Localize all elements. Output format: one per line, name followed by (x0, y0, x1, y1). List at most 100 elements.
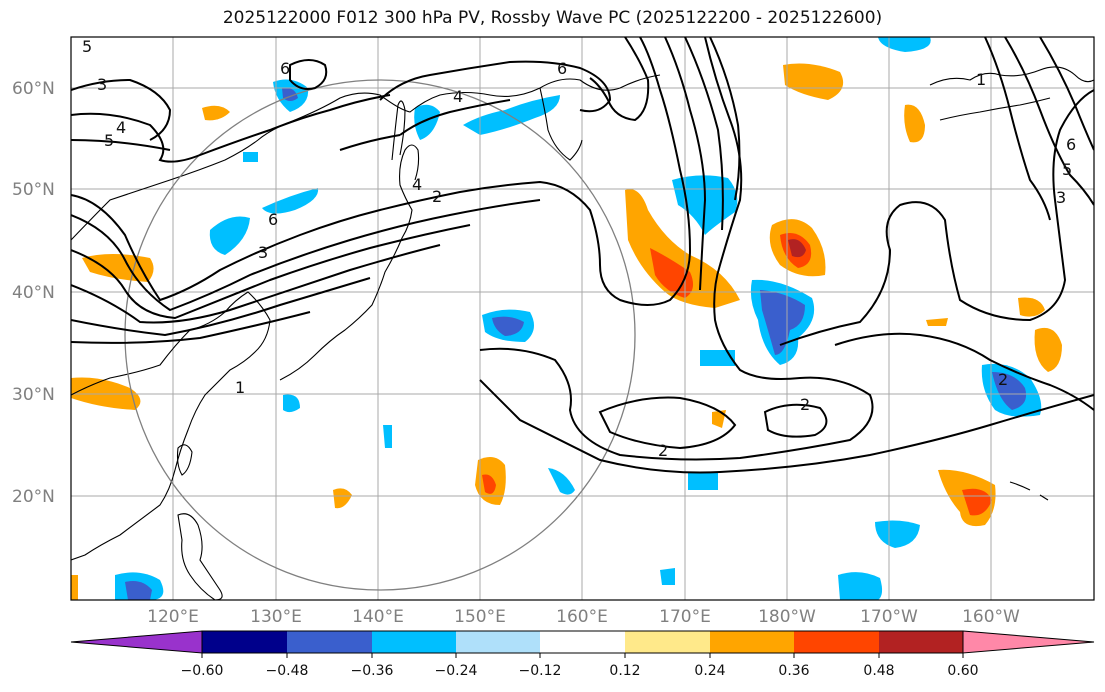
contour-label: 6 (268, 210, 278, 229)
contour-label: 6 (1066, 135, 1076, 154)
negative-anomaly-core (125, 581, 152, 600)
pv-contour (71, 311, 311, 344)
contour-label: 6 (280, 59, 290, 78)
pv-contour (289, 59, 328, 90)
colorbar-bin (794, 631, 879, 653)
coast-siberia (71, 74, 661, 241)
lat-label-60n: 60°N (12, 79, 55, 99)
negative-anomaly-core (760, 290, 805, 355)
negative-anomaly-region (209, 216, 250, 255)
pv-contour (834, 332, 1094, 411)
coast-taiwan (176, 444, 193, 476)
colorbar-bin (456, 631, 540, 653)
coast-philippines (177, 513, 223, 600)
pv-contour (664, 37, 707, 291)
pv-contour (709, 37, 741, 201)
colorbar-extend-low (70, 630, 203, 654)
colorbar-bin (710, 631, 794, 653)
map-panel: 5 3 4 5 6 6 4 2 2 2 2 3 6 4 1 6 5 3 1 (70, 36, 1095, 601)
contour-label: 1 (235, 378, 245, 397)
lon-label-130e: 130°E (250, 607, 302, 627)
lat-label-30n: 30°N (12, 385, 55, 405)
pv-contour (763, 403, 828, 438)
colorbar-tick-label: −0.60 (181, 663, 224, 679)
colorbar-tick-label: −0.36 (351, 663, 394, 679)
pv-contour (684, 37, 724, 231)
pv-contour (399, 99, 511, 136)
region-circle (124, 79, 636, 591)
pv-contour (1004, 37, 1094, 206)
contour-label: 5 (104, 131, 114, 150)
colorbar-extend-high (962, 630, 1095, 654)
pv-contour (598, 396, 737, 450)
lon-label-170e: 170°E (659, 607, 711, 627)
pv-contour (479, 37, 874, 461)
positive-anomaly-region (926, 318, 948, 326)
negative-anomaly-region (688, 473, 718, 490)
contour-label: 2 (998, 370, 1008, 389)
positive-anomaly-region (783, 63, 844, 100)
colorbar-tick-label: −0.24 (435, 663, 478, 679)
colorbar-bin (625, 631, 710, 653)
pv-contours (71, 37, 1094, 474)
positive-anomaly-peak (788, 239, 806, 258)
colorbar-tick-label: 0.48 (863, 663, 894, 679)
lon-label-120e: 120°E (147, 607, 199, 627)
colorbar-tick-label: 0.24 (694, 663, 725, 679)
lon-label-180w: 180°W (758, 607, 816, 627)
negative-anomaly-region (838, 572, 883, 600)
colorbar-bin (540, 631, 625, 653)
contour-label: 5 (82, 37, 92, 56)
negative-anomaly-core (492, 316, 524, 336)
coast-japan (279, 144, 420, 381)
map-title: 2025122000 F012 300 hPa PV, Rossby Wave … (222, 8, 883, 28)
contour-label: 3 (1056, 188, 1066, 207)
lat-label-50n: 50°N (12, 180, 55, 200)
negative-anomaly-region (700, 350, 735, 366)
contour-label: 4 (116, 118, 126, 137)
positive-anomaly-region (71, 575, 78, 600)
contour-label: 4 (412, 175, 422, 194)
positive-anomaly-region (625, 189, 740, 308)
colorbar-bin (287, 631, 372, 653)
contour-label: 1 (976, 70, 986, 89)
contour-label: 6 (557, 59, 567, 78)
pv-contour (71, 37, 692, 306)
latitude-labels: 60°N 50°N 40°N 30°N 20°N (12, 79, 55, 507)
positive-anomaly-region (904, 104, 925, 143)
colorbar-tick-label: 0.12 (609, 663, 640, 679)
lon-label-160w: 160°W (962, 607, 1020, 627)
colorbar-tick-label: −0.12 (519, 663, 562, 679)
negative-anomaly-region (660, 568, 675, 585)
coast-korea-china (71, 291, 271, 561)
colorbar-tick-label: 0.36 (778, 663, 809, 679)
pv-contour (339, 134, 401, 151)
negative-anomaly-region (878, 37, 931, 52)
pv-contour (71, 224, 471, 320)
negative-anomaly-core (992, 372, 1027, 410)
pv-contour (71, 78, 172, 141)
contour-label: 2 (432, 187, 442, 206)
colorbar-bin (879, 631, 963, 653)
pv-contour (589, 37, 650, 122)
pv-contour (779, 89, 1094, 346)
pv-contour (71, 244, 441, 324)
contour-label: 4 (453, 87, 463, 106)
negative-anomaly-region (463, 95, 560, 135)
pv-contour (71, 94, 391, 163)
pv-contour (71, 277, 371, 337)
negative-anomaly-region (548, 468, 575, 495)
negative-anomaly-region (243, 152, 258, 162)
map-frame (70, 36, 1095, 601)
pv-contour (1039, 37, 1094, 151)
coast-aleutians (939, 97, 1051, 121)
lat-label-40n: 40°N (12, 283, 55, 303)
colorbar-tick-label: −0.48 (266, 663, 309, 679)
pv-contour (71, 199, 541, 312)
coast-hawaii (1009, 481, 1049, 501)
positive-anomaly-core (482, 474, 496, 494)
contour-label: 3 (258, 243, 268, 262)
longitude-labels: 120°E 130°E 140°E 150°E 160°E 170°E 180°… (147, 607, 1020, 627)
coast-alaska (929, 66, 1094, 86)
